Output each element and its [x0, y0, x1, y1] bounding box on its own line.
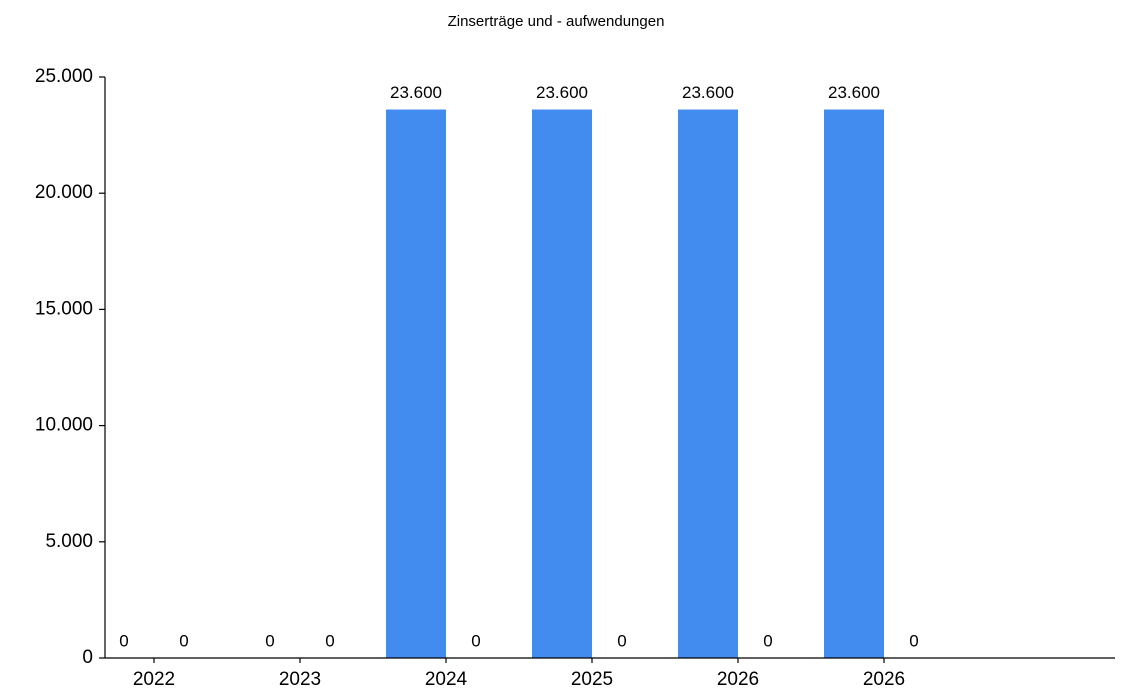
bar [824, 109, 884, 658]
y-tick-label: 25.000 [35, 66, 93, 87]
x-axis-ticks: 2022 2023 2024 2025 2026 2026 [133, 658, 905, 690]
chart-title: Zinserträge und - aufwendungen [448, 13, 665, 30]
bar-data-label: 0 [763, 631, 772, 650]
bar-data-label: 0 [325, 631, 334, 650]
bar-data-label: 23.600 [682, 83, 734, 102]
y-tick-label: 5.000 [45, 531, 93, 552]
bars-group [386, 109, 884, 658]
x-tick-label: 2026 [717, 669, 759, 690]
bar [532, 109, 592, 658]
x-tick-label: 2025 [571, 669, 613, 690]
bar-data-label: 0 [909, 631, 918, 650]
bar-data-label: 23.600 [390, 83, 442, 102]
y-tick-label: 10.000 [35, 415, 93, 436]
bar-data-label: 0 [119, 631, 128, 650]
bar-data-label: 0 [265, 631, 274, 650]
bar-data-label: 23.600 [536, 83, 588, 102]
bar [386, 109, 446, 658]
y-tick-label: 20.000 [35, 182, 93, 203]
bar-data-label: 0 [179, 631, 188, 650]
x-tick-label: 2026 [863, 669, 905, 690]
bar [678, 109, 738, 658]
x-tick-label: 2024 [425, 669, 468, 690]
data-labels-group: 0 0 0 0 23.600 0 23.600 0 23.600 0 23.600 0 [119, 83, 918, 650]
y-axis-ticks: 0 5.000 10.000 15.000 20.000 25.000 [35, 66, 105, 668]
bar-data-label: 0 [471, 631, 480, 650]
x-tick-label: 2022 [133, 669, 175, 690]
bar-data-label: 0 [617, 631, 626, 650]
bar-data-label: 23.600 [828, 83, 880, 102]
x-tick-label: 2023 [279, 669, 321, 690]
y-tick-label: 15.000 [35, 298, 93, 319]
y-tick-label: 0 [82, 647, 93, 668]
